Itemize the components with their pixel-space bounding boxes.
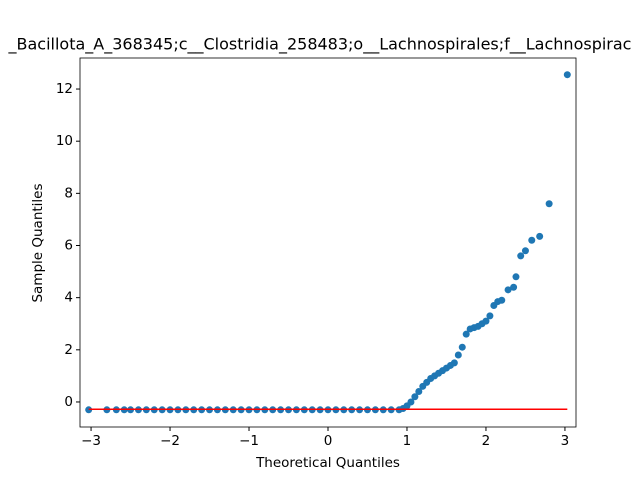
point	[415, 388, 423, 396]
x-tick-label: −1	[239, 433, 259, 449]
point	[462, 330, 470, 338]
x-tick-label: −2	[160, 433, 180, 449]
plot-frame	[79, 57, 577, 428]
point	[545, 200, 553, 208]
point	[536, 232, 544, 240]
point	[482, 317, 490, 325]
point	[450, 359, 458, 367]
point	[512, 273, 520, 281]
x-tick-label: 3	[561, 433, 570, 449]
point	[504, 286, 512, 294]
point	[528, 236, 536, 244]
x-tick-label: −3	[81, 433, 101, 449]
point	[411, 393, 419, 401]
point	[510, 283, 518, 291]
y-tick-label: 0	[64, 394, 73, 410]
x-tick-label: 1	[403, 433, 412, 449]
point	[454, 351, 462, 359]
point	[458, 343, 466, 351]
point	[486, 312, 494, 320]
x-tick-label: 2	[482, 433, 491, 449]
x-axis-label: Theoretical Quantiles	[255, 455, 400, 471]
y-axis-label: Sample Quantiles	[30, 183, 46, 302]
point	[517, 252, 525, 260]
point	[498, 296, 506, 304]
y-tick-label: 2	[64, 342, 73, 358]
point	[521, 247, 529, 255]
y-tick-label: 8	[64, 185, 73, 201]
point	[563, 71, 571, 79]
y-tick-label: 12	[56, 81, 73, 97]
chart-title: _Bacillota_A_368345;c__Clostridia_258483…	[8, 35, 632, 55]
x-tick-label: 0	[324, 433, 333, 449]
y-tick-label: 10	[56, 133, 73, 149]
y-tick-label: 4	[64, 290, 73, 306]
point	[407, 398, 415, 406]
y-tick-label: 6	[64, 237, 73, 253]
